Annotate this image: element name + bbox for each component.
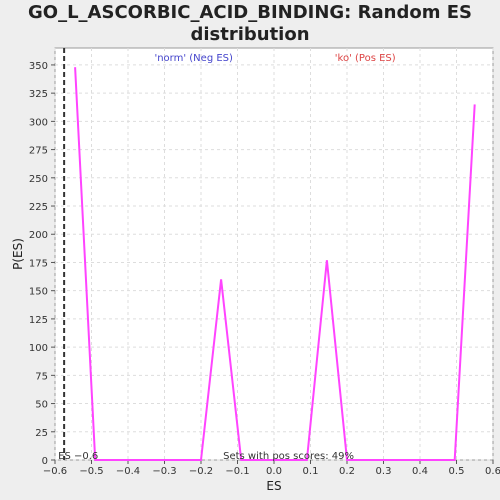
- y-tick-label: 50: [35, 400, 48, 411]
- y-tick-label: 350: [29, 61, 48, 72]
- y-tick-label: 200: [29, 230, 48, 241]
- x-tick-label: 0.2: [339, 466, 355, 477]
- y-tick-label: 125: [29, 315, 48, 326]
- x-tick-label: −0.5: [79, 466, 103, 477]
- y-tick-label: 100: [29, 343, 48, 354]
- x-tick-label: −0.1: [225, 466, 249, 477]
- x-tick-label: 0.5: [449, 466, 465, 477]
- y-axis-label: P(ES): [11, 238, 25, 270]
- axis-ticks: −0.6 −0.5 −0.4 −0.3 −0.2 −0.1 0.0 0.1 0.2 0.3 0.4 0…: [29, 61, 500, 477]
- x-axis-label: ES: [266, 479, 281, 493]
- x-tick-label: 0.1: [303, 466, 319, 477]
- chart-title-line-1: GO_L_ASCORBIC_ACID_BINDING: Random ES: [28, 2, 472, 23]
- grid-lines: [54, 48, 494, 461]
- x-tick-label: 0.6: [485, 466, 500, 477]
- es-value-label: ES −0.6: [58, 451, 98, 462]
- neg-es-label: 'norm' (Neg ES): [154, 53, 233, 64]
- y-tick-label: 150: [29, 287, 48, 298]
- y-tick-label: 0: [42, 456, 48, 467]
- x-tick-label: −0.6: [43, 466, 67, 477]
- y-tick-label: 75: [35, 371, 48, 382]
- x-tick-label: 0.4: [412, 466, 428, 477]
- y-tick-label: 275: [29, 146, 48, 157]
- series-line: [74, 67, 476, 461]
- y-tick-label: 175: [29, 258, 48, 269]
- x-tick-label: 0.3: [376, 466, 392, 477]
- sets-pos-scores-label: Sets with pos scores: 49%: [223, 451, 354, 462]
- y-tick-label: 325: [29, 89, 48, 100]
- y-tick-label: 225: [29, 202, 48, 213]
- x-tick-label: −0.4: [116, 466, 140, 477]
- y-tick-label: 25: [35, 428, 48, 439]
- y-tick-label: 250: [29, 174, 48, 185]
- chart-title-line-2: distribution: [190, 24, 310, 45]
- x-tick-label: −0.3: [152, 466, 176, 477]
- chart-title: GO_L_ASCORBIC_ACID_BINDING: Random ES di…: [0, 2, 500, 46]
- y-tick-label: 300: [29, 117, 48, 128]
- x-tick-label: −0.2: [189, 466, 213, 477]
- pos-es-label: 'ko' (Pos ES): [335, 53, 396, 64]
- x-tick-label: 0.0: [266, 466, 282, 477]
